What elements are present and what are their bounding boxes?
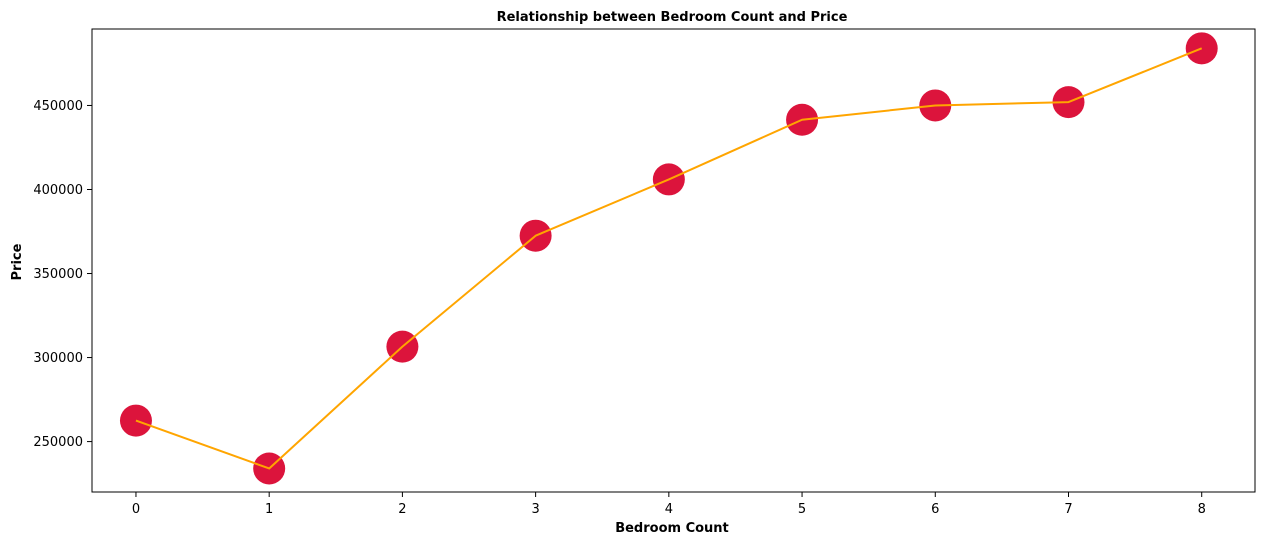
y-axis-label: Price [10, 243, 25, 280]
data-point [1185, 32, 1218, 65]
x-tick-label: 2 [398, 502, 406, 517]
y-tick-label: 250000 [33, 435, 83, 450]
x-tick-label: 6 [931, 502, 939, 517]
x-tick-label: 3 [531, 502, 539, 517]
chart-title: Relationship between Bedroom Count and P… [497, 10, 848, 25]
x-tick-label: 5 [798, 502, 806, 517]
plot-frame [91, 28, 1256, 493]
series-line [135, 47, 1203, 470]
x-tick-label: 8 [1198, 502, 1206, 517]
x-tick-label: 1 [265, 502, 273, 517]
y-tick-label: 300000 [33, 351, 83, 366]
x-axis-label: Bedroom Count [615, 521, 729, 536]
y-tick-label: 450000 [33, 99, 83, 114]
x-tick-label: 0 [132, 502, 140, 517]
x-tick-label: 4 [665, 502, 673, 517]
plot-area: 250000 300000 350000 400000 450000 0 1 2 3 4 5 6 7 8 [33, 28, 1256, 517]
x-tick-label: 7 [1064, 502, 1072, 517]
y-tick-label: 400000 [33, 183, 83, 198]
y-tick-label: 350000 [33, 267, 83, 282]
